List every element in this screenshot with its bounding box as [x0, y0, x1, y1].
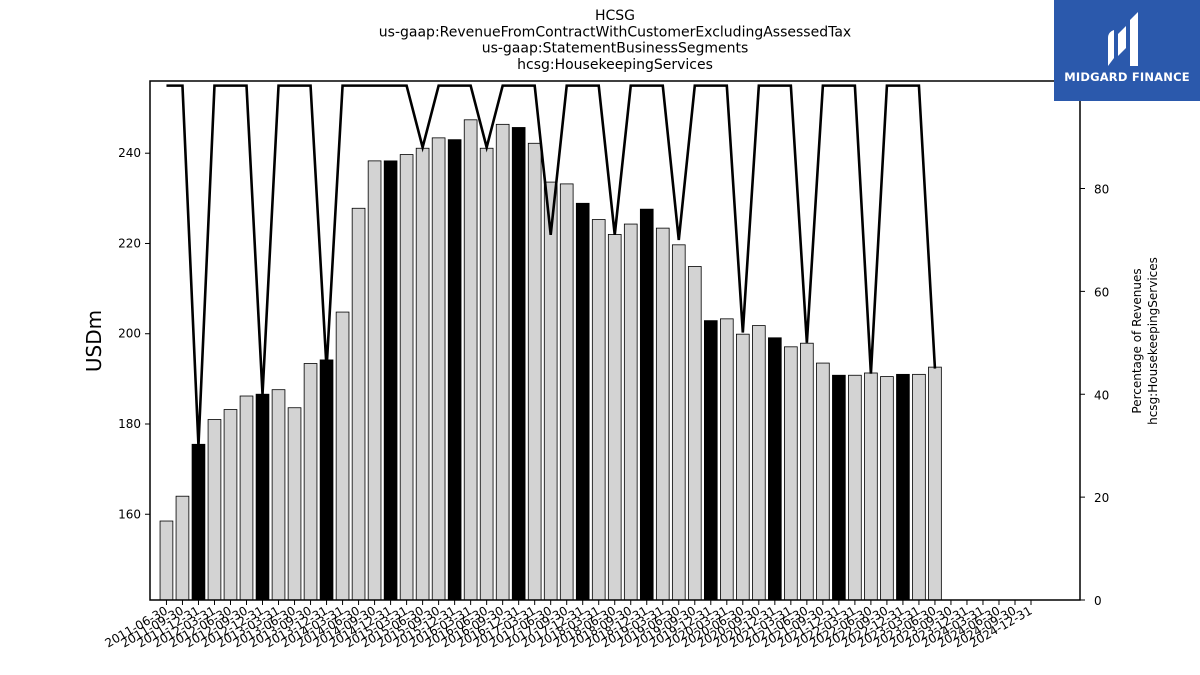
- left-tick-label-180: 180: [118, 417, 141, 431]
- bar-2022-12-31: [896, 373, 910, 601]
- bar-2014-09-30: [367, 160, 382, 601]
- logo-text: MIDGARD FINANCE: [1064, 70, 1190, 84]
- right-y-axis: 020406080100: [1080, 80, 1117, 608]
- bar-2022-03-31: [848, 374, 862, 601]
- bar-2017-09-30: [559, 183, 574, 601]
- bar-2012-03-31: [207, 419, 222, 601]
- right-y-axis-label-line-2: hcsg:HousekeepingServices: [1146, 257, 1160, 425]
- right-tick-label-60: 60: [1094, 285, 1109, 299]
- bar-2019-03-31: [655, 227, 670, 601]
- bar-2020-12-31: [768, 337, 782, 601]
- bar-2021-09-30: [816, 362, 830, 601]
- right-tick-label-80: 80: [1094, 183, 1109, 197]
- bar-2021-03-31: [784, 346, 798, 601]
- bar-2015-09-30: [431, 137, 446, 601]
- bar-2011-06-30: [159, 520, 174, 601]
- bar-2023-06-30: [928, 366, 942, 601]
- bar-2012-06-30: [223, 409, 238, 601]
- percentage-line: [166, 84, 937, 446]
- bar-2013-09-30: [303, 363, 318, 601]
- y-axis-label: USDm: [82, 310, 106, 372]
- right-y-axis-label-line-1: Percentage of Revenues: [1130, 268, 1144, 413]
- bar-2018-06-30: [607, 234, 622, 601]
- bar-2019-09-30: [687, 266, 702, 601]
- bar-2015-03-31: [399, 154, 414, 601]
- bar-2020-09-30: [752, 325, 766, 601]
- bar-2018-09-30: [623, 223, 638, 601]
- bar-2020-03-31: [720, 318, 734, 601]
- x-axis: 2011-06-302011-09-302011-12-312012-03-31…: [103, 600, 1035, 650]
- bar-2013-06-30: [287, 407, 302, 601]
- bar-2014-03-31: [335, 311, 350, 601]
- bar-2021-12-31: [832, 374, 846, 601]
- bar-2014-12-31: [383, 160, 398, 601]
- bar-2016-06-30: [479, 147, 494, 601]
- bar-2018-03-31: [591, 219, 606, 601]
- bar-2017-06-30: [543, 181, 558, 601]
- bar-2022-09-30: [880, 376, 894, 601]
- left-tick-label-160: 160: [118, 507, 141, 521]
- left-tick-label-240: 240: [118, 146, 141, 160]
- bar-2017-12-31: [575, 202, 590, 601]
- right-tick-label-20: 20: [1094, 491, 1109, 505]
- bar-2016-03-31: [463, 119, 478, 601]
- bar-2019-12-31: [703, 320, 718, 601]
- bar-2021-06-30: [800, 342, 814, 601]
- bar-2012-12-31: [255, 393, 270, 601]
- bar-2011-12-31: [191, 443, 206, 601]
- right-tick-label-40: 40: [1094, 388, 1109, 402]
- bar-2018-12-31: [639, 208, 654, 601]
- bar-2011-09-30: [175, 495, 190, 601]
- bar-2015-12-31: [447, 139, 462, 601]
- chart-title-line-4: hcsg:HousekeepingServices: [517, 57, 713, 73]
- bar-2013-12-31: [319, 359, 334, 601]
- midgard-finance-logo: MIDGARD FINANCE: [1054, 0, 1200, 101]
- line-layer: [166, 84, 937, 446]
- bar-2020-06-30: [736, 333, 750, 601]
- right-tick-label-0: 0: [1094, 594, 1102, 608]
- bar-2015-06-30: [415, 147, 430, 601]
- left-tick-label-220: 220: [118, 236, 141, 250]
- bar-2022-06-30: [864, 372, 878, 601]
- bar-2016-09-30: [495, 123, 510, 601]
- bar-2023-03-31: [912, 373, 926, 601]
- bar-2014-06-30: [351, 207, 366, 601]
- chart-title-line-2: us-gaap:RevenueFromContractWithCustomerE…: [379, 24, 851, 40]
- midgard-logo-icon: [1108, 12, 1138, 66]
- bar-2017-03-31: [527, 142, 542, 601]
- chart-title: HCSGus-gaap:RevenueFromContractWithCusto…: [379, 8, 851, 73]
- bar-2019-06-30: [671, 244, 686, 601]
- bar-2013-03-31: [271, 389, 286, 601]
- bar-2012-09-30: [239, 395, 254, 601]
- bars-layer: [159, 119, 942, 601]
- left-tick-label-200: 200: [118, 327, 141, 341]
- left-y-axis: 160 180 200 220 240: [118, 146, 150, 521]
- chart-title-line-1: HCSG: [595, 8, 635, 24]
- bar-2016-12-31: [511, 127, 526, 601]
- chart-title-line-3: us-gaap:StatementBusinessSegments: [482, 41, 749, 57]
